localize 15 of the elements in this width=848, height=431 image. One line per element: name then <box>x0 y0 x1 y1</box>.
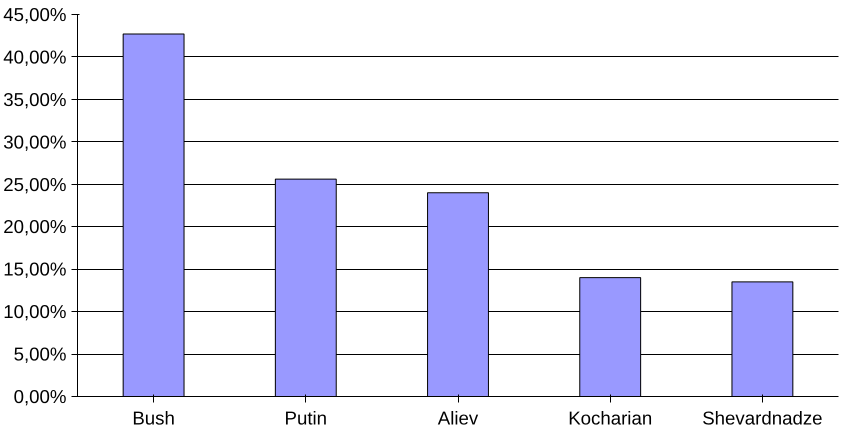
y-tick-label: 0,00% <box>14 386 67 407</box>
y-tick-label: 5,00% <box>14 344 67 365</box>
y-tick-label: 30,00% <box>3 131 67 152</box>
y-tick-label: 25,00% <box>3 174 67 195</box>
y-tick-label: 15,00% <box>3 258 67 280</box>
y-tick-label: 35,00% <box>3 88 67 110</box>
y-tick-label: 20,00% <box>3 216 67 238</box>
x-tick-label: Bush <box>132 408 175 428</box>
y-tick-label: 45,00% <box>3 4 67 25</box>
y-tick-label: 10,00% <box>3 301 67 322</box>
x-tick-label: Aliev <box>438 408 479 428</box>
x-tick-label: Putin <box>284 408 328 428</box>
y-tick-label: 40,00% <box>3 46 67 68</box>
x-tick-label: Shevardnadze <box>702 408 823 428</box>
x-tick-label: Kocharian <box>568 408 652 428</box>
